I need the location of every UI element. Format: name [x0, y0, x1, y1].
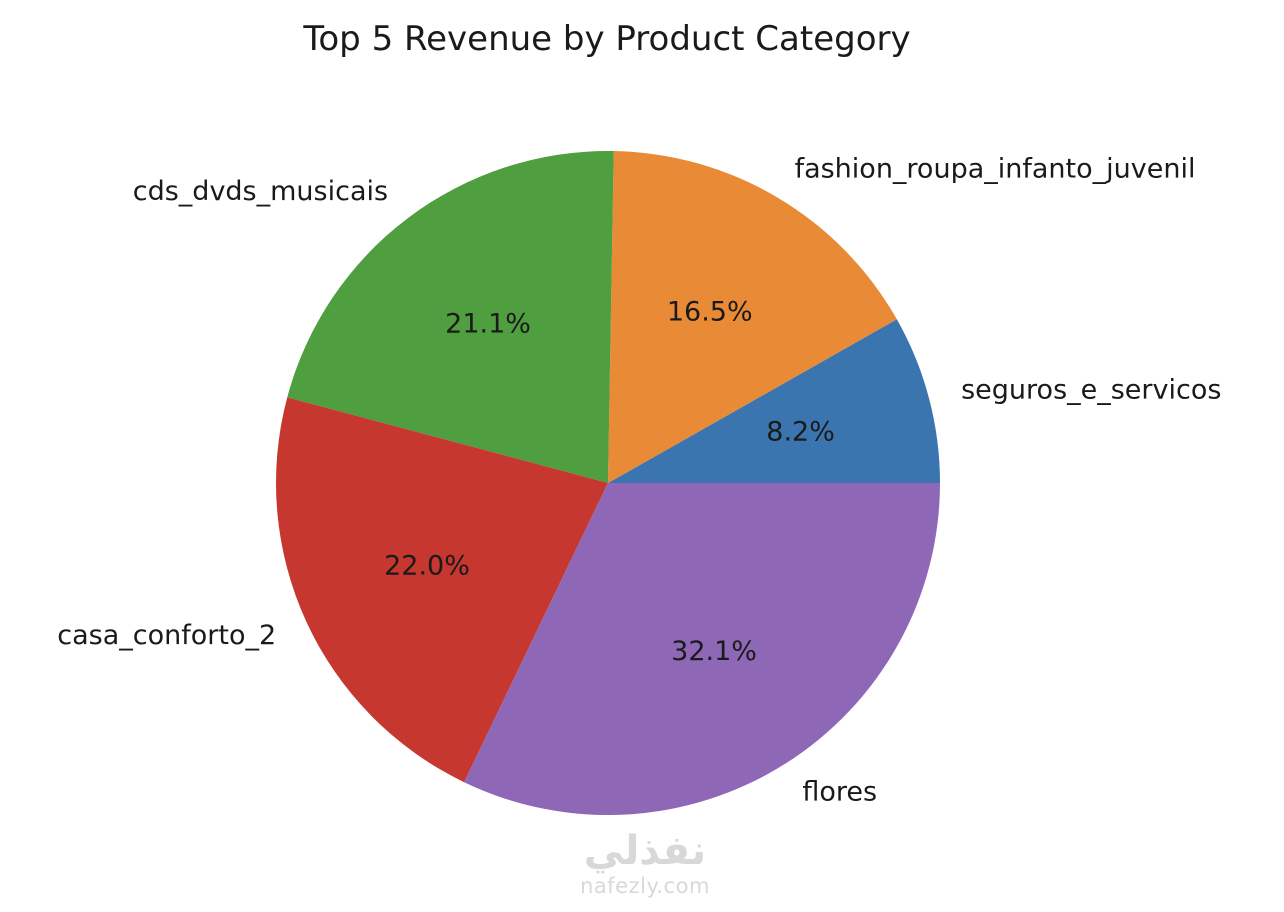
category-label-cds-dvds-musicais: cds_dvds_musicais	[133, 176, 388, 207]
pct-label-fashion-roupa-infanto-juvenil: 16.5%	[667, 296, 753, 327]
category-label-casa-conforto-2: casa_conforto_2	[57, 620, 276, 651]
pct-label-cds-dvds-musicais: 21.1%	[445, 308, 531, 339]
chart-title: Top 5 Revenue by Product Category	[302, 19, 910, 59]
pct-label-flores: 32.1%	[671, 636, 757, 667]
category-labels: seguros_e_servicos fashion_roupa_infanto_…	[57, 154, 1221, 808]
watermark-logo: نفذلي	[583, 828, 707, 874]
slice-cds-dvds-musicais	[287, 151, 614, 483]
percentage-labels: 8.2% 16.5% 21.1% 22.0% 32.1%	[384, 296, 835, 667]
pct-label-casa-conforto-2: 22.0%	[384, 551, 470, 582]
pct-label-seguros-e-servicos: 8.2%	[766, 417, 835, 448]
watermark: نفذلي nafezly.com	[560, 828, 730, 898]
slice-flores	[464, 483, 940, 816]
category-label-flores: flores	[802, 777, 877, 808]
category-label-fashion-roupa-infanto-juvenil: fashion_roupa_infanto_juvenil	[795, 154, 1196, 185]
watermark-url: nafezly.com	[580, 874, 710, 898]
slice-casa-conforto-2	[276, 397, 608, 783]
category-label-seguros-e-servicos: seguros_e_servicos	[961, 374, 1221, 405]
slice-fashion-roupa-infanto-juvenil	[608, 151, 897, 483]
slice-seguros-e-servicos	[608, 319, 940, 483]
pie-slices	[276, 151, 940, 816]
